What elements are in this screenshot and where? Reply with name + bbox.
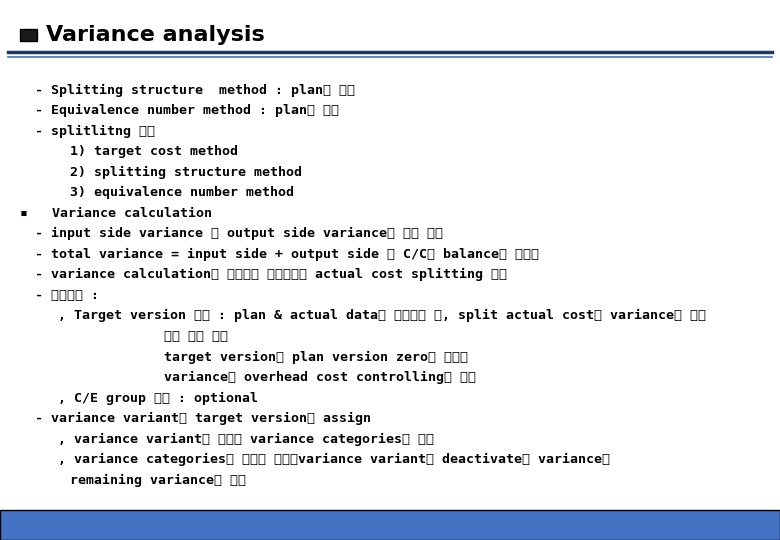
Text: - variance variant와 target version을 assign: - variance variant와 target version을 assi… xyxy=(35,412,371,425)
Text: - total variance = input side + output side 로 C/C의 balance를 나타냄: - total variance = input side + output s… xyxy=(35,248,539,261)
Text: 1) target cost method: 1) target cost method xyxy=(70,145,238,158)
Text: , variance variant는 계산될 variance categories를 결정: , variance variant는 계산될 variance categor… xyxy=(58,433,434,446)
Text: 하는 곳을 생성: 하는 곳을 생성 xyxy=(164,330,228,343)
Text: - splitlitng 순서: - splitlitng 순서 xyxy=(35,125,155,138)
Text: , Target version 생성 : plan & actual data를 가져오는 곳, split actual cost와 variance를 기: , Target version 생성 : plan & actual data… xyxy=(58,309,707,322)
Text: , variance categories에 속하지 않거나variance variant에 deactivate된 variance는: , variance categories에 속하지 않거나variance v… xyxy=(58,453,611,466)
Text: - Splitting structure  method : plan과 같음: - Splitting structure method : plan과 같음 xyxy=(35,84,355,97)
Text: target version은 plan version zero에 들어감: target version은 plan version zero에 들어감 xyxy=(164,350,468,363)
Text: 3) equivalence number method: 3) equivalence number method xyxy=(70,186,294,199)
FancyBboxPatch shape xyxy=(20,29,37,41)
Text: - input side variance 와 output side variance로 구분 계산: - input side variance 와 output side vari… xyxy=(35,227,443,240)
Text: - Equivalence number method : plan과 같음: - Equivalence number method : plan과 같음 xyxy=(35,104,339,117)
Text: ▪   Variance calculation: ▪ Variance calculation xyxy=(20,207,211,220)
Text: Variance analysis: Variance analysis xyxy=(46,25,264,45)
Text: remaining variance에 적게: remaining variance에 적게 xyxy=(70,474,246,487)
Text: 2) splitting structure method: 2) splitting structure method xyxy=(70,166,302,179)
FancyBboxPatch shape xyxy=(0,510,780,540)
Text: - 전제조건 :: - 전제조건 : xyxy=(35,289,99,302)
Text: - variance calculation을 실행하면 자동적으로 actual cost splitting 실행: - variance calculation을 실행하면 자동적으로 actua… xyxy=(35,268,507,281)
Text: variance는 overhead cost controlling에 기표: variance는 overhead cost controlling에 기표 xyxy=(164,371,476,384)
Text: , C/E group 선택 : optional: , C/E group 선택 : optional xyxy=(58,392,258,404)
